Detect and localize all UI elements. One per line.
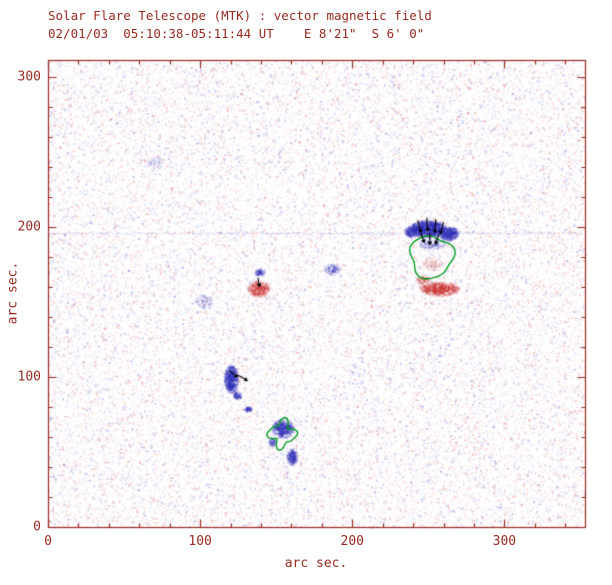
figure-subtitle: 02/01/03 05:10:38-05:11:44 UT E 8'21" S …: [48, 26, 425, 41]
x-tick-label: 200: [340, 534, 364, 549]
x-tick-label: 0: [44, 534, 52, 549]
y-tick-label: 300: [17, 69, 41, 85]
y-tick-label: 0: [33, 519, 41, 535]
y-tick-label: 200: [17, 219, 41, 235]
x-tick-label: 100: [188, 534, 212, 549]
x-tick-label: 300: [492, 534, 517, 549]
y-tick-label: 100: [17, 369, 41, 385]
y-axis-label: arc sec.: [5, 261, 21, 325]
x-axis-label: arc sec.: [284, 556, 348, 571]
figure-title: Solar Flare Telescope (MTK) : vector mag…: [48, 8, 432, 23]
